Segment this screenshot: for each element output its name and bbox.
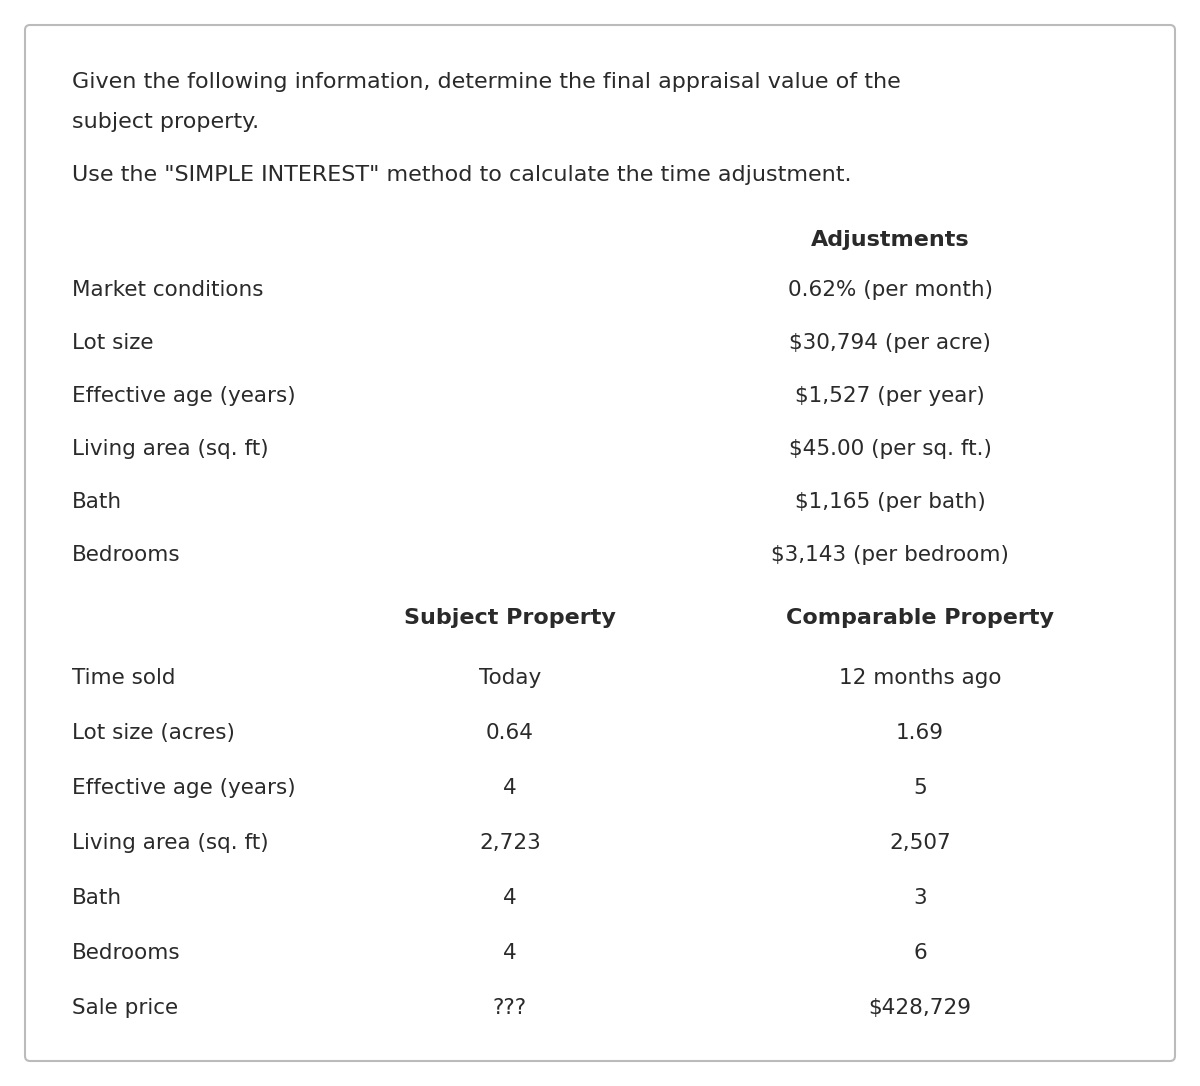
Text: 5: 5 — [913, 778, 926, 798]
Text: Lot size (acres): Lot size (acres) — [72, 723, 235, 743]
Text: Bedrooms: Bedrooms — [72, 545, 181, 565]
Text: Living area (sq. ft): Living area (sq. ft) — [72, 833, 269, 853]
Text: Effective age (years): Effective age (years) — [72, 778, 295, 798]
Text: Sale price: Sale price — [72, 998, 178, 1018]
Text: ???: ??? — [493, 998, 527, 1018]
Text: Bath: Bath — [72, 888, 122, 908]
Text: $30,794 (per acre): $30,794 (per acre) — [790, 333, 991, 353]
Text: 2,723: 2,723 — [479, 833, 541, 853]
Text: $428,729: $428,729 — [869, 998, 972, 1018]
Text: 4: 4 — [503, 943, 517, 963]
Text: 0.62% (per month): 0.62% (per month) — [787, 280, 992, 300]
Text: Given the following information, determine the final appraisal value of the: Given the following information, determi… — [72, 72, 901, 92]
Text: Bath: Bath — [72, 492, 122, 512]
Text: Subject Property: Subject Property — [404, 608, 616, 628]
Text: 6: 6 — [913, 943, 926, 963]
Text: subject property.: subject property. — [72, 112, 259, 132]
Text: Lot size: Lot size — [72, 333, 154, 353]
Text: Today: Today — [479, 668, 541, 689]
Text: Effective age (years): Effective age (years) — [72, 386, 295, 406]
Text: 4: 4 — [503, 778, 517, 798]
Text: 2,507: 2,507 — [889, 833, 950, 853]
Text: Time sold: Time sold — [72, 668, 175, 689]
Text: 4: 4 — [503, 888, 517, 908]
Text: Comparable Property: Comparable Property — [786, 608, 1054, 628]
Text: 1.69: 1.69 — [896, 723, 944, 743]
Text: Living area (sq. ft): Living area (sq. ft) — [72, 439, 269, 459]
Text: 12 months ago: 12 months ago — [839, 668, 1001, 689]
FancyBboxPatch shape — [25, 25, 1175, 1061]
Text: Bedrooms: Bedrooms — [72, 943, 181, 963]
Text: $1,527 (per year): $1,527 (per year) — [796, 386, 985, 406]
Text: Use the "SIMPLE INTEREST" method to calculate the time adjustment.: Use the "SIMPLE INTEREST" method to calc… — [72, 165, 852, 185]
Text: 3: 3 — [913, 888, 926, 908]
Text: 0.64: 0.64 — [486, 723, 534, 743]
Text: Adjustments: Adjustments — [811, 230, 970, 250]
Text: Market conditions: Market conditions — [72, 280, 264, 300]
Text: $45.00 (per sq. ft.): $45.00 (per sq. ft.) — [788, 439, 991, 459]
Text: $1,165 (per bath): $1,165 (per bath) — [794, 492, 985, 512]
Text: $3,143 (per bedroom): $3,143 (per bedroom) — [772, 545, 1009, 565]
